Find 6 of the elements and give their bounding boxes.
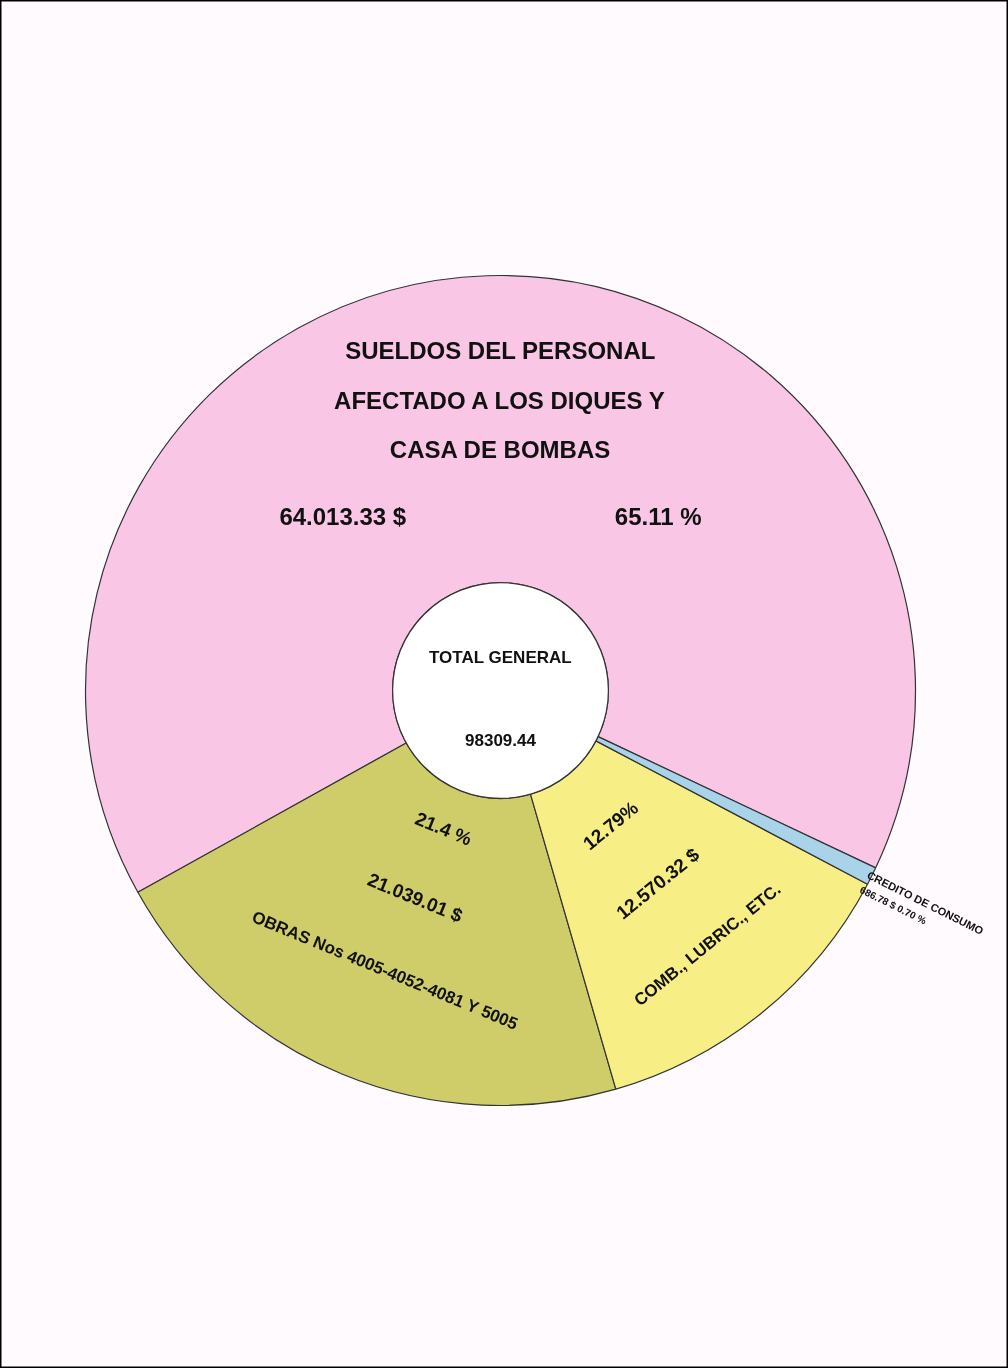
text: 64.013.33 $	[279, 502, 407, 530]
slice-label: SUELDOS DEL PERSONAL AFECTADO A LOS DIQUES Y CASA DE BOMBAS	[334, 336, 665, 464]
text: TOTAL GENERAL	[429, 647, 572, 667]
data-label: 65.11 %	[614, 502, 702, 530]
text: 98309.44	[465, 731, 537, 751]
data-label: 21.4 %	[412, 807, 476, 850]
